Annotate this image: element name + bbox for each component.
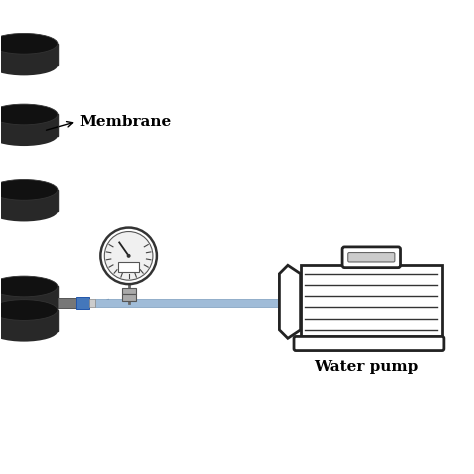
FancyBboxPatch shape — [294, 337, 444, 351]
Ellipse shape — [0, 276, 58, 297]
FancyBboxPatch shape — [76, 297, 89, 309]
Polygon shape — [0, 310, 58, 331]
Polygon shape — [95, 299, 301, 307]
Ellipse shape — [0, 180, 58, 200]
Polygon shape — [0, 44, 58, 65]
Polygon shape — [0, 286, 58, 308]
Polygon shape — [0, 115, 58, 136]
FancyBboxPatch shape — [121, 288, 136, 294]
Ellipse shape — [0, 125, 58, 146]
Ellipse shape — [0, 201, 58, 221]
FancyBboxPatch shape — [342, 247, 401, 268]
FancyBboxPatch shape — [348, 253, 395, 262]
Ellipse shape — [0, 55, 58, 75]
Polygon shape — [279, 265, 301, 338]
FancyBboxPatch shape — [118, 263, 139, 272]
Polygon shape — [0, 190, 58, 211]
Ellipse shape — [0, 300, 58, 320]
FancyBboxPatch shape — [58, 298, 76, 308]
FancyBboxPatch shape — [301, 265, 442, 338]
Ellipse shape — [0, 321, 58, 342]
Circle shape — [100, 228, 157, 284]
Circle shape — [104, 231, 153, 280]
FancyBboxPatch shape — [121, 294, 136, 301]
Ellipse shape — [0, 297, 58, 318]
Ellipse shape — [0, 34, 58, 54]
Text: Water pump: Water pump — [314, 360, 419, 374]
Ellipse shape — [0, 104, 58, 125]
FancyBboxPatch shape — [89, 299, 95, 307]
Circle shape — [127, 254, 131, 258]
Text: Membrane: Membrane — [79, 115, 172, 128]
